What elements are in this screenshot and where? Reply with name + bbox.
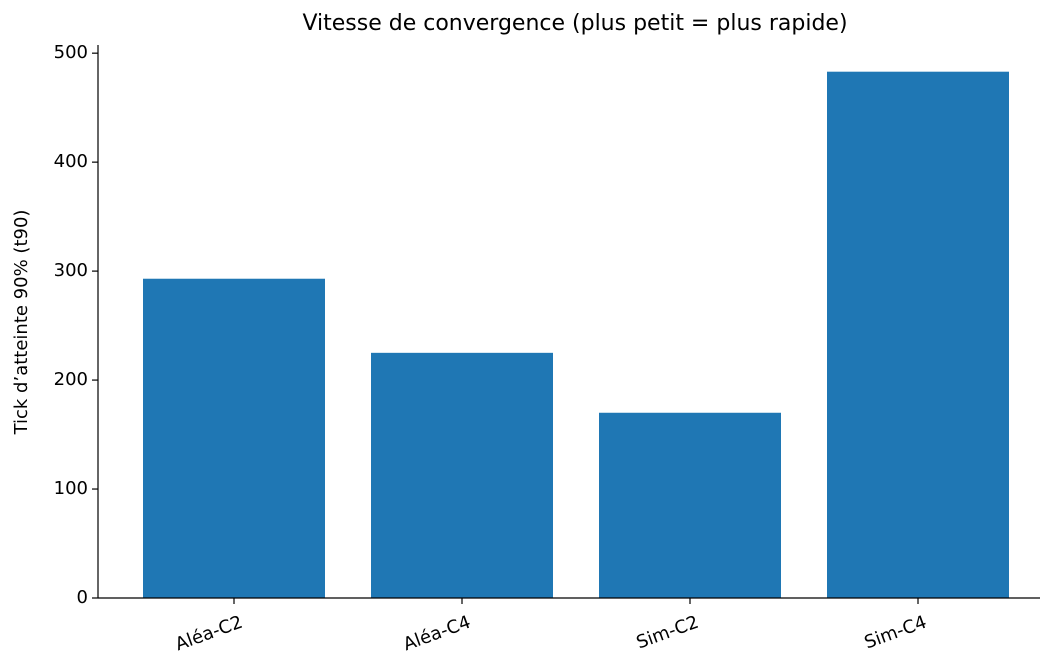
x-tick-label: Aléa-C2: [173, 612, 246, 656]
y-tick-label: 400: [54, 151, 88, 172]
chart-title: Vitesse de convergence (plus petit = plu…: [302, 11, 847, 36]
bar: [599, 412, 781, 598]
y-axis-label: Tick d’atteinte 90% (t90): [11, 210, 32, 436]
x-tick-label: Sim-C4: [862, 612, 930, 654]
x-tick-label: Aléa-C4: [401, 612, 474, 656]
bar: [371, 352, 553, 598]
x-tick-label: Sim-C2: [634, 612, 702, 654]
bar: [827, 71, 1009, 599]
y-tick-label: 0: [77, 587, 88, 608]
y-tick-label: 500: [54, 42, 88, 63]
y-tick-label: 100: [54, 478, 88, 499]
y-tick-label: 300: [54, 260, 88, 281]
y-tick-label: 200: [54, 369, 88, 390]
bar: [143, 278, 325, 598]
